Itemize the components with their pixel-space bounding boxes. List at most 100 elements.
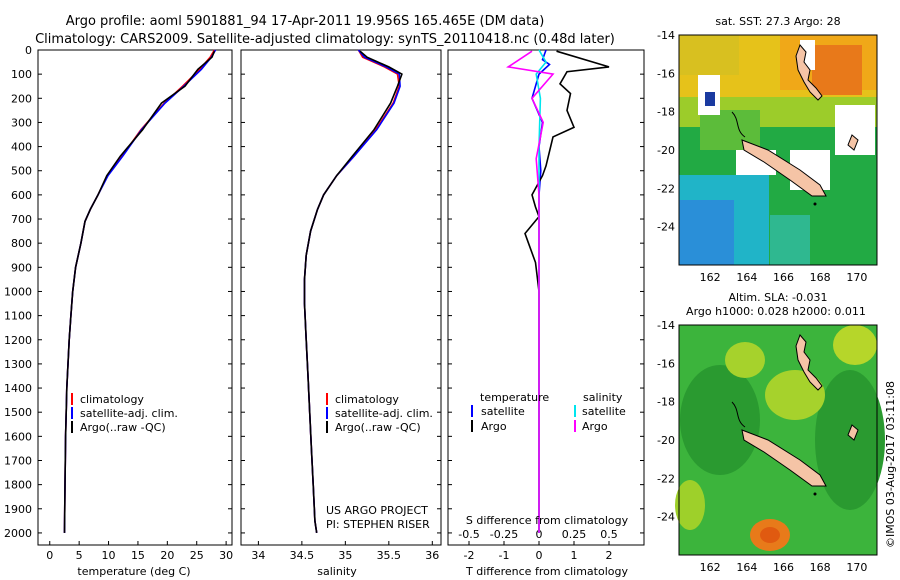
temperature-x-ticks: 0 5 10 15 20 25 30 xyxy=(46,541,233,562)
difference-series xyxy=(506,49,610,533)
sst-cool-patch xyxy=(770,215,810,265)
sst-vanuatu-islands xyxy=(795,44,823,101)
sla-reef-outline xyxy=(731,401,746,428)
x-tick-label: 35.5 xyxy=(377,549,402,562)
depth-tick-label: 1000 xyxy=(4,285,32,298)
sla-map-x-ticks: 162 164 166 168 170 xyxy=(700,561,868,574)
series-line-argo-raw-qc- xyxy=(303,50,403,534)
temperature-x-label: temperature (deg C) xyxy=(77,565,190,578)
sst-map-y-ticks: -14 -16 -18 -20 -22 -24 xyxy=(657,29,675,234)
legend-label-temp-satellite: satellite xyxy=(481,405,525,418)
legend-label-climatology: climatology xyxy=(335,393,399,406)
sst-argo-float-marker xyxy=(813,202,817,206)
difference-top-label: S difference from climatology xyxy=(466,514,629,527)
sst-map xyxy=(678,34,878,266)
map-lon-tick-label: 166 xyxy=(773,271,794,284)
x-tick-label: 20 xyxy=(160,549,174,562)
sla-map xyxy=(675,324,885,556)
x-tick-label: -2 xyxy=(464,549,475,562)
map-lat-tick-label: -16 xyxy=(657,67,675,80)
map-lat-tick-label: -14 xyxy=(657,319,675,332)
legend-label-sal-satellite: satellite xyxy=(582,405,626,418)
x-tick-label: 1 xyxy=(571,549,578,562)
x-tick-label: 5 xyxy=(76,549,83,562)
legend-label-argo: Argo(..raw -QC) xyxy=(335,421,421,434)
sst-hottest-patch xyxy=(812,45,862,95)
x-tick-label: 35 xyxy=(338,549,352,562)
sst-map-x-ticks: 162 164 166 168 170 xyxy=(700,271,868,284)
depth-tick-label: 1900 xyxy=(4,503,32,516)
depth-tick-label: 200 xyxy=(11,92,32,105)
legend-head-salinity: salinity xyxy=(583,391,623,404)
difference-top-x-ticks: -0.5 -0.25 0 0.25 0.5 xyxy=(458,528,618,545)
x-tick-label: 0 xyxy=(536,528,543,541)
imos-timestamp: ©IMOS 03-Aug-2017 03:11:08 xyxy=(884,381,897,548)
sla-vanuatu-islands xyxy=(795,334,823,391)
difference-panel-frame xyxy=(447,49,645,546)
sst-warm-patch-west xyxy=(679,35,739,75)
sst-new-caledonia-island xyxy=(741,139,827,197)
legend-label-satellite: satellite-adj. clim. xyxy=(335,407,433,420)
map-lat-tick-label: -20 xyxy=(657,144,675,157)
x-tick-label: 2 xyxy=(606,549,613,562)
sla-low-area xyxy=(680,365,760,475)
sla-high-patch xyxy=(675,480,705,530)
depth-tick-label: 1200 xyxy=(4,334,32,347)
map-lat-tick-label: -22 xyxy=(657,182,675,195)
x-tick-label: 34.5 xyxy=(290,549,315,562)
sla-map-frame xyxy=(678,324,878,556)
map-lat-tick-label: -24 xyxy=(657,511,675,524)
sst-map-frame xyxy=(678,34,878,266)
map-lon-tick-label: 164 xyxy=(736,271,757,284)
depth-axis: 0 100 200 300 400 500 600 700 800 900 1000 1100 1200… xyxy=(4,44,644,540)
x-tick-label: -0.25 xyxy=(490,528,518,541)
depth-tick-label: 300 xyxy=(11,116,32,129)
x-tick-label: 15 xyxy=(131,549,145,562)
depth-tick-label: 1400 xyxy=(4,382,32,395)
credit-project: US ARGO PROJECT xyxy=(326,504,428,517)
temperature-panel-frame xyxy=(37,49,233,546)
salinity-legend: climatology satellite-adj. clim. Argo(..… xyxy=(326,393,433,434)
sla-high-patch xyxy=(725,342,765,378)
x-tick-label: 0.25 xyxy=(562,528,587,541)
map-lat-tick-label: -18 xyxy=(657,106,675,119)
legend-head-temperature: temperature xyxy=(480,391,549,404)
x-tick-label: 0 xyxy=(46,549,53,562)
temperature-legend: climatology satellite-adj. clim. Argo(..… xyxy=(71,393,178,434)
map-lat-tick-label: -24 xyxy=(657,221,675,234)
series-line-salinity-argo xyxy=(506,50,555,533)
map-lat-tick-label: -16 xyxy=(657,357,675,370)
map-lon-tick-label: 168 xyxy=(810,271,831,284)
sla-map-y-ticks: -14 -16 -18 -20 -22 -24 xyxy=(657,319,675,524)
x-tick-label: -0.5 xyxy=(458,528,479,541)
depth-tick-label: 1100 xyxy=(4,310,32,323)
sst-map-title: sat. SST: 27.3 Argo: 28 xyxy=(715,15,840,28)
series-line-temperature-argo xyxy=(524,50,610,533)
x-tick-label: 36 xyxy=(425,549,439,562)
x-tick-label: -1 xyxy=(499,549,510,562)
sla-map-title-line1: Altim. SLA: -0.031 xyxy=(728,291,827,304)
x-tick-label: 34 xyxy=(251,549,265,562)
map-lon-tick-label: 166 xyxy=(773,561,794,574)
credit-pi: PI: STEPHEN RISER xyxy=(326,518,430,531)
map-lon-tick-label: 162 xyxy=(700,271,721,284)
sla-map-title-line2: Argo h1000: 0.028 h2000: 0.011 xyxy=(686,305,866,318)
map-lon-tick-label: 170 xyxy=(846,561,867,574)
depth-tick-label: 900 xyxy=(11,261,32,274)
depth-tick-label: 600 xyxy=(11,189,32,202)
legend-label-satellite: satellite-adj. clim. xyxy=(80,407,178,420)
sla-high-patch xyxy=(833,325,877,365)
depth-tick-label: 1700 xyxy=(4,454,32,467)
depth-tick-label: 0 xyxy=(25,44,32,57)
legend-label-sal-argo: Argo xyxy=(582,420,608,433)
depth-tick-label: 1300 xyxy=(4,358,32,371)
sst-reef-outline xyxy=(731,111,746,138)
legend-label-argo: Argo(..raw -QC) xyxy=(80,421,166,434)
sla-argo-float-marker xyxy=(813,492,817,496)
map-lat-tick-label: -20 xyxy=(657,434,675,447)
legend-label-temp-argo: Argo xyxy=(481,420,507,433)
map-lat-tick-label: -14 xyxy=(657,29,675,42)
figure-title-line1: Argo profile: aoml 5901881_94 17-Apr-201… xyxy=(66,14,545,29)
salinity-series xyxy=(303,49,403,534)
